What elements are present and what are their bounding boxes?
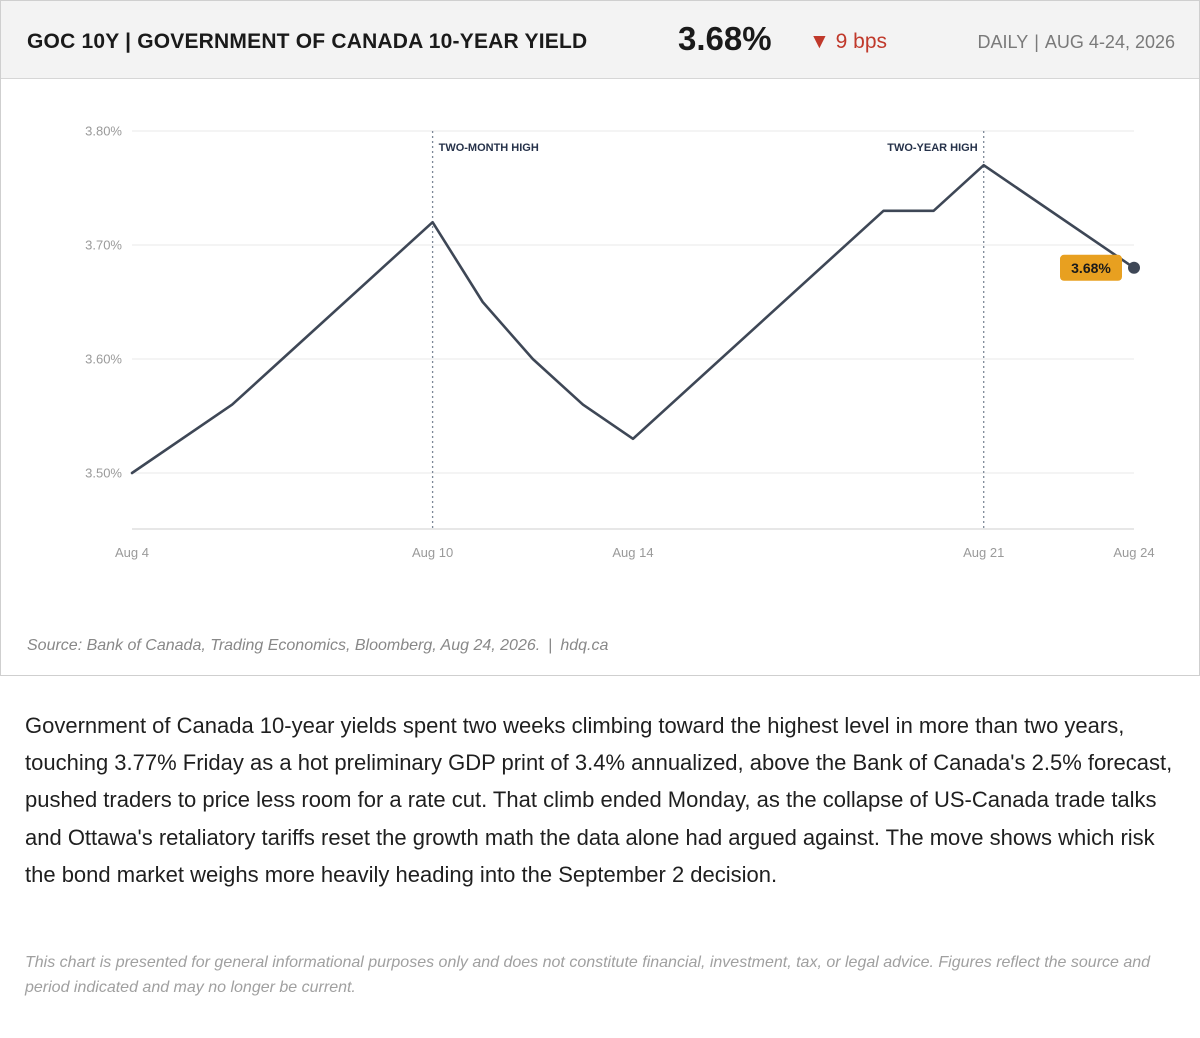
y-tick-label: 3.60%: [85, 352, 122, 367]
period-label: AUG 4-24, 2026: [1044, 32, 1175, 52]
source-site: hdq.ca: [560, 637, 609, 654]
disclaimer: This chart is presented for general info…: [25, 954, 1151, 996]
down-arrow-icon: ▼: [809, 30, 830, 53]
source-separator: |: [548, 637, 553, 654]
y-tick-label: 3.70%: [85, 238, 122, 253]
x-tick-label: Aug 14: [612, 545, 653, 560]
x-tick-label: Aug 21: [963, 545, 1004, 560]
period-info: DAILY | AUG 4-24, 2026: [978, 32, 1175, 53]
x-tick-label: Aug 24: [1113, 545, 1154, 560]
yield-change: ▼ 9 bps: [809, 30, 887, 54]
last-value-badge: [1060, 254, 1122, 281]
article-body: Government of Canada 10-year yields spen…: [25, 713, 1173, 887]
yield-series-line: [130, 163, 1136, 475]
annotation-label: TWO-MONTH HIGH: [439, 142, 539, 154]
x-tick-label: Aug 10: [412, 545, 453, 560]
last-value-label: 3.68%: [1071, 260, 1111, 276]
frequency-label: DAILY: [977, 32, 1029, 52]
yield-line-chart: 3.50% 3.60% 3.70% 3.80% Aug 4 Aug 10 Aug 14 Aug…: [85, 124, 1154, 561]
last-value-marker: [1128, 261, 1140, 274]
chart-source: Source: Bank of Canada, Trading Economic…: [27, 637, 608, 655]
period-separator: |: [1034, 32, 1039, 52]
source-text: Source: Bank of Canada, Trading Economic…: [27, 637, 541, 654]
chart-header: GOC 10Y | GOVERNMENT OF CANADA 10-YEAR Y…: [1, 1, 1199, 79]
annotation-label: TWO-YEAR HIGH: [887, 142, 977, 154]
y-tick-label: 3.80%: [85, 124, 122, 139]
current-yield-value: 3.68%: [678, 20, 772, 57]
yield-change-value: 9 bps: [835, 30, 888, 53]
y-tick-label: 3.50%: [85, 466, 122, 481]
x-tick-label: Aug 4: [115, 545, 149, 560]
chart-title: GOC 10Y | GOVERNMENT OF CANADA 10-YEAR Y…: [27, 30, 588, 53]
chart-card: GOC 10Y | GOVERNMENT OF CANADA 10-YEAR Y…: [0, 0, 1200, 676]
